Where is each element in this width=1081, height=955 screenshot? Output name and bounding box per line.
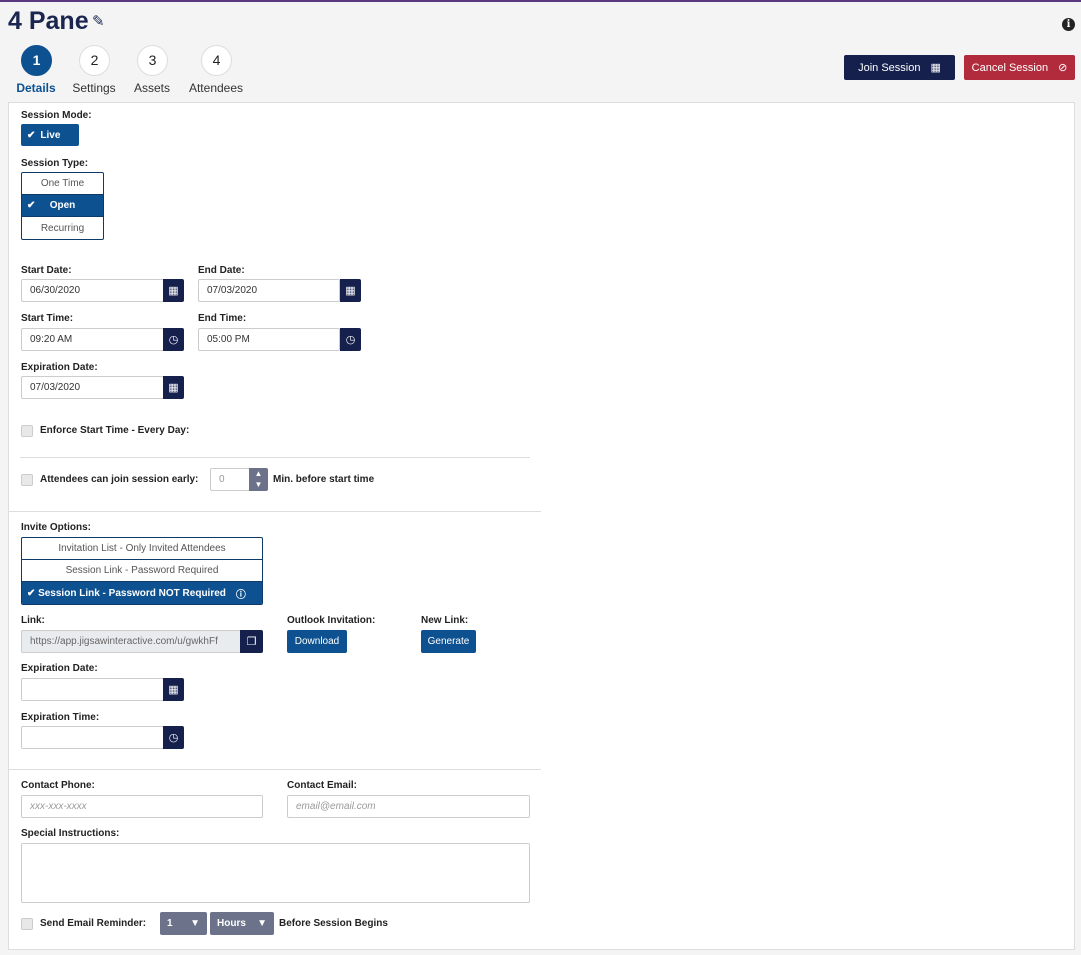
end-date-input[interactable]: 07/03/2020 [198, 279, 340, 302]
start-date-label: Start Date: [21, 265, 72, 276]
outlook-label: Outlook Invitation: [287, 615, 376, 626]
step-1-details[interactable]: 1 [21, 45, 52, 76]
caret-down-icon: ▼ [190, 918, 200, 929]
invite-option-list[interactable]: Invitation List - Only Invited Attendees [22, 538, 262, 560]
step-label-assets[interactable]: Assets [133, 81, 170, 95]
new-link-label: New Link: [421, 615, 469, 626]
open-label: Open [49, 200, 76, 211]
invite-option-no-password[interactable]: ✔ Session Link - Password NOT Required ⓘ [22, 582, 262, 604]
contact-email-label: Contact Email: [287, 780, 358, 791]
clock-icon[interactable]: ◷ [340, 328, 361, 351]
presentation-icon: ▦ [930, 62, 941, 74]
link-expiration-time-label: Expiration Time: [21, 712, 100, 723]
info-icon[interactable]: i [1062, 18, 1075, 31]
end-date-label: End Date: [198, 265, 245, 276]
step-label-settings[interactable]: Settings [72, 81, 116, 95]
link-expiration-date-label: Expiration Date: [21, 663, 98, 674]
join-session-button[interactable]: Join Session ▦ [844, 55, 955, 80]
minutes-spinner[interactable]: ▲ ▼ [249, 468, 268, 491]
live-label: Live [40, 129, 61, 141]
cancel-label: Cancel Session [971, 61, 1049, 74]
join-label: Join Session [858, 61, 921, 74]
ban-icon: ⊘ [1058, 62, 1068, 74]
edit-pencil-icon[interactable]: ✎ [92, 13, 105, 30]
step-label-attendees[interactable]: Attendees [188, 81, 244, 95]
check-icon: ✔ [27, 129, 36, 141]
invite-option-password[interactable]: Session Link - Password Required [22, 560, 262, 582]
enforce-start-checkbox[interactable] [21, 425, 33, 437]
calendar-icon[interactable]: ▦ [163, 376, 184, 399]
top-accent-bar [0, 0, 1081, 2]
link-expiration-time-input[interactable] [21, 726, 164, 749]
session-type-recurring[interactable]: Recurring [40, 222, 85, 234]
session-type-list: One Time ✔ Open Recurring [21, 172, 104, 240]
session-mode-live-button[interactable]: ✔ Live [21, 124, 79, 146]
session-type-one-time[interactable]: One Time [22, 173, 103, 195]
calendar-icon[interactable]: ▦ [340, 279, 361, 302]
amount-value: 1 [167, 918, 173, 929]
unit-value: Hours [217, 918, 246, 929]
join-early-checkbox[interactable] [21, 474, 33, 486]
step-2-settings[interactable]: 2 [79, 45, 110, 76]
divider [20, 457, 530, 458]
info-icon[interactable]: ⓘ [235, 589, 246, 601]
contact-email-input[interactable]: email@email.com [287, 795, 530, 818]
start-time-label: Start Time: [21, 313, 74, 324]
email-reminder-label: Send Email Reminder: [40, 918, 147, 929]
download-button[interactable]: Download [287, 630, 347, 653]
link-label: Link: [21, 615, 45, 626]
expiration-date-label: Expiration Date: [21, 362, 98, 373]
early-minutes-input[interactable]: 0 [210, 468, 250, 491]
email-reminder-checkbox[interactable] [21, 918, 33, 930]
divider [8, 511, 541, 512]
step-4-attendees[interactable]: 4 [201, 45, 232, 76]
link-input[interactable]: https://app.jigsawinteractive.com/u/gwkh… [21, 630, 241, 653]
contact-phone-input[interactable]: xxx-xxx-xxxx [21, 795, 263, 818]
reminder-amount-select[interactable]: 1 ▼ [160, 912, 207, 935]
step-3-assets[interactable]: 3 [137, 45, 168, 76]
enforce-start-label: Enforce Start Time - Every Day: [40, 425, 190, 436]
step-label-details[interactable]: Details [16, 81, 56, 95]
start-time-input[interactable]: 09:20 AM [21, 328, 164, 351]
copy-icon[interactable]: ❐ [240, 630, 263, 653]
link-expiration-date-input[interactable] [21, 678, 164, 701]
contact-phone-label: Contact Phone: [21, 780, 95, 791]
check-icon: ✔ [27, 200, 36, 211]
calendar-icon[interactable]: ▦ [163, 678, 184, 701]
reminder-unit-select[interactable]: Hours ▼ [210, 912, 274, 935]
start-date-input[interactable]: 06/30/2020 [21, 279, 164, 302]
invite-options-label: Invite Options: [21, 522, 91, 533]
details-panel [8, 102, 1075, 950]
session-type-open[interactable]: ✔ Open [22, 195, 103, 217]
session-mode-label: Session Mode: [21, 110, 92, 121]
generate-button[interactable]: Generate [421, 630, 476, 653]
check-icon: ✔ [27, 587, 36, 599]
end-time-input[interactable]: 05:00 PM [198, 328, 340, 351]
calendar-icon[interactable]: ▦ [163, 279, 184, 302]
caret-down-icon: ▼ [257, 918, 267, 929]
early-suffix: Min. before start time [273, 474, 375, 485]
session-type-label: Session Type: [21, 158, 89, 169]
page-title: 4 Pane [8, 7, 89, 35]
expiration-date-input[interactable]: 07/03/2020 [21, 376, 164, 399]
reminder-suffix: Before Session Begins [279, 918, 388, 929]
special-instructions-textarea[interactable] [21, 843, 530, 903]
clock-icon[interactable]: ◷ [163, 328, 184, 351]
option-label: Session Link - Password NOT Required [38, 587, 226, 599]
join-early-label: Attendees can join session early: [40, 474, 199, 485]
clock-icon[interactable]: ◷ [163, 726, 184, 749]
cancel-session-button[interactable]: Cancel Session ⊘ [964, 55, 1075, 80]
special-instructions-label: Special Instructions: [21, 828, 120, 839]
invite-options-list: Invitation List - Only Invited Attendees… [21, 537, 263, 605]
divider [8, 769, 541, 770]
end-time-label: End Time: [198, 313, 247, 324]
